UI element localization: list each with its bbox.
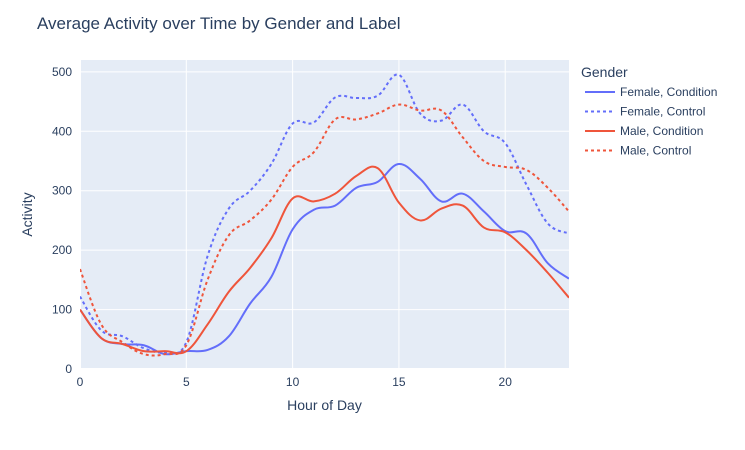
y-tick-label: 0 <box>65 362 72 376</box>
series-line-male-control <box>80 103 569 357</box>
x-tick-label: 5 <box>183 375 190 389</box>
series-line-female-control <box>80 73 569 355</box>
legend-item-female-condition[interactable]: Female, Condition <box>620 85 717 99</box>
x-tick-label: 15 <box>392 375 406 389</box>
legend-title: Gender <box>581 64 628 80</box>
x-tick-label: 20 <box>499 375 513 389</box>
y-tick-labels: 0 100 200 300 400 500 <box>52 65 72 376</box>
series-line-male-condition <box>80 165 569 355</box>
series-lines <box>80 73 569 357</box>
x-tick-label: 0 <box>77 375 84 389</box>
y-axis-title: Activity <box>19 192 35 236</box>
grid <box>79 60 569 370</box>
legend: Gender Female, Condition Female, Control M… <box>581 64 717 158</box>
x-axis-title: Hour of Day <box>287 397 362 413</box>
y-tick-label: 200 <box>52 243 72 257</box>
legend-item-male-control[interactable]: Male, Control <box>620 144 691 158</box>
legend-item-male-condition[interactable]: Male, Condition <box>620 124 703 138</box>
series-line-female-condition <box>80 162 569 356</box>
legend-item-female-control[interactable]: Female, Control <box>620 105 705 119</box>
y-tick-label: 300 <box>52 184 72 198</box>
y-tick-label: 400 <box>52 124 72 138</box>
chart-title: Average Activity over Time by Gender and… <box>37 14 401 33</box>
plot-area <box>80 60 569 369</box>
y-tick-label: 500 <box>52 65 72 79</box>
y-tick-label: 100 <box>52 303 72 317</box>
x-tick-labels: 0 5 10 15 20 <box>77 375 513 389</box>
x-tick-label: 10 <box>286 375 300 389</box>
